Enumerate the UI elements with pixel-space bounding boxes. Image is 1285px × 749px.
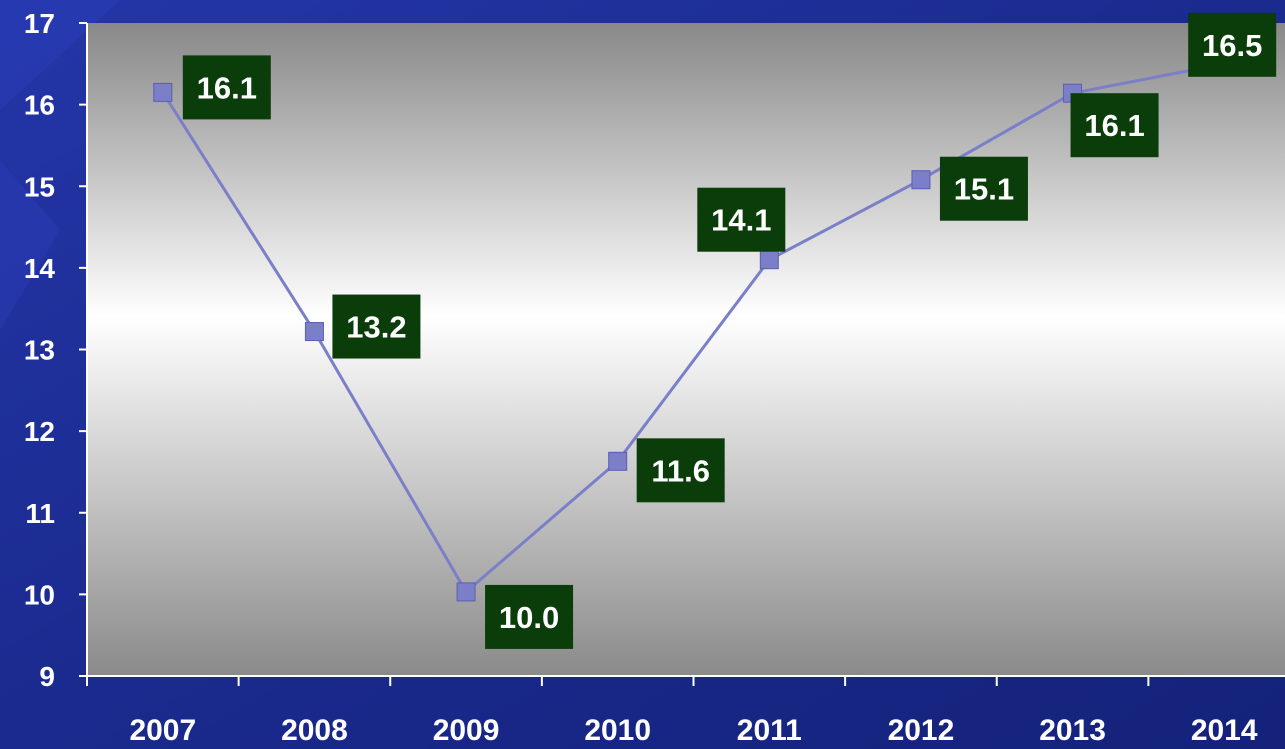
y-tick-label: 10	[24, 579, 55, 610]
data-label: 16.1	[1084, 108, 1144, 143]
x-tick-label: 2013	[1039, 714, 1106, 747]
x-tick-label: 2010	[584, 714, 651, 747]
data-label-box	[939, 156, 1028, 221]
y-tick-label: 13	[24, 335, 55, 366]
data-marker	[759, 250, 779, 270]
y-tick-label: 11	[25, 498, 55, 529]
series-line	[161, 62, 1225, 595]
data-label-box	[636, 438, 725, 503]
data-marker	[153, 82, 173, 102]
data-label-box	[1188, 12, 1277, 77]
background-decoration	[0, 160, 60, 330]
data-marker	[304, 322, 324, 342]
y-tick-label: 16	[24, 90, 55, 121]
data-label: 11.6	[651, 453, 710, 488]
y-tick-label: 12	[24, 416, 55, 447]
data-label-box	[697, 187, 786, 252]
data-label: 16.1	[197, 70, 257, 105]
y-tick-label: 17	[24, 8, 55, 39]
data-marker	[911, 170, 931, 190]
data-label-box	[1070, 93, 1159, 158]
data-label: 14.1	[711, 203, 771, 238]
y-tick-label: 15	[24, 171, 55, 202]
data-label-box	[485, 584, 574, 649]
x-tick-label: 2011	[737, 714, 802, 747]
x-tick-label: 2012	[888, 714, 955, 747]
x-tick-label: 2014	[1191, 714, 1258, 747]
data-label: 10.0	[499, 600, 559, 635]
x-tick-label: 2008	[281, 714, 348, 747]
y-tick-label: 9	[39, 661, 55, 692]
x-tick-label: 2007	[129, 714, 196, 747]
data-label: 16.5	[1202, 28, 1262, 63]
data-label-box	[332, 294, 421, 359]
data-marker	[608, 451, 628, 471]
data-marker	[456, 582, 476, 602]
data-label: 13.2	[346, 310, 406, 345]
x-tick-label: 2009	[433, 714, 500, 747]
data-label: 15.1	[954, 172, 1014, 207]
y-tick-label: 14	[24, 253, 56, 284]
data-label-box	[182, 55, 271, 120]
